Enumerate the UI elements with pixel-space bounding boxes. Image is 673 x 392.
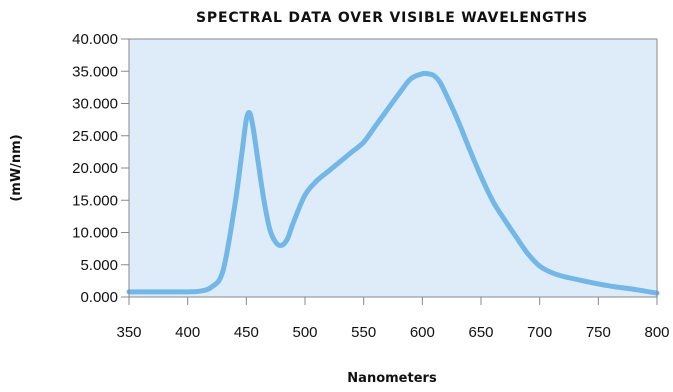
y-axis-label: (mW/nm): [9, 134, 24, 201]
x-tick-label: 450: [234, 324, 259, 341]
chart-title: SPECTRAL DATA OVER VISIBLE WAVELENGTHS: [196, 10, 588, 26]
y-tick-label: 20.000: [72, 160, 118, 177]
y-axis-ticks: 0.000 5.000 10.000 15.000 20.000 25.000 30.000…: [72, 31, 129, 306]
y-tick-label: 25.000: [72, 128, 118, 145]
y-tick-label: 5.000: [80, 257, 118, 274]
x-tick-label: 800: [644, 324, 669, 341]
y-tick-label: 35.000: [72, 63, 118, 80]
x-tick-label: 600: [410, 324, 435, 341]
plot-area: [129, 39, 657, 297]
y-tick-label: 10.000: [72, 225, 118, 242]
x-tick-label: 350: [116, 324, 141, 341]
x-axis-ticks: 350 400 450 500 550 600 650 700 750 800: [116, 297, 670, 341]
x-tick-label: 700: [527, 324, 552, 341]
y-tick-label: 40.000: [72, 31, 118, 48]
x-tick-label: 400: [175, 324, 200, 341]
x-tick-label: 500: [292, 324, 317, 341]
x-tick-label: 550: [351, 324, 376, 341]
y-tick-label: 0.000: [80, 289, 118, 306]
x-tick-label: 750: [586, 324, 611, 341]
y-tick-label: 15.000: [72, 192, 118, 209]
x-tick-label: 650: [468, 324, 493, 341]
x-axis-label: Nanometers: [347, 371, 437, 386]
spectrum-line: [126, 70, 660, 296]
y-tick-label: 30.000: [72, 96, 118, 113]
